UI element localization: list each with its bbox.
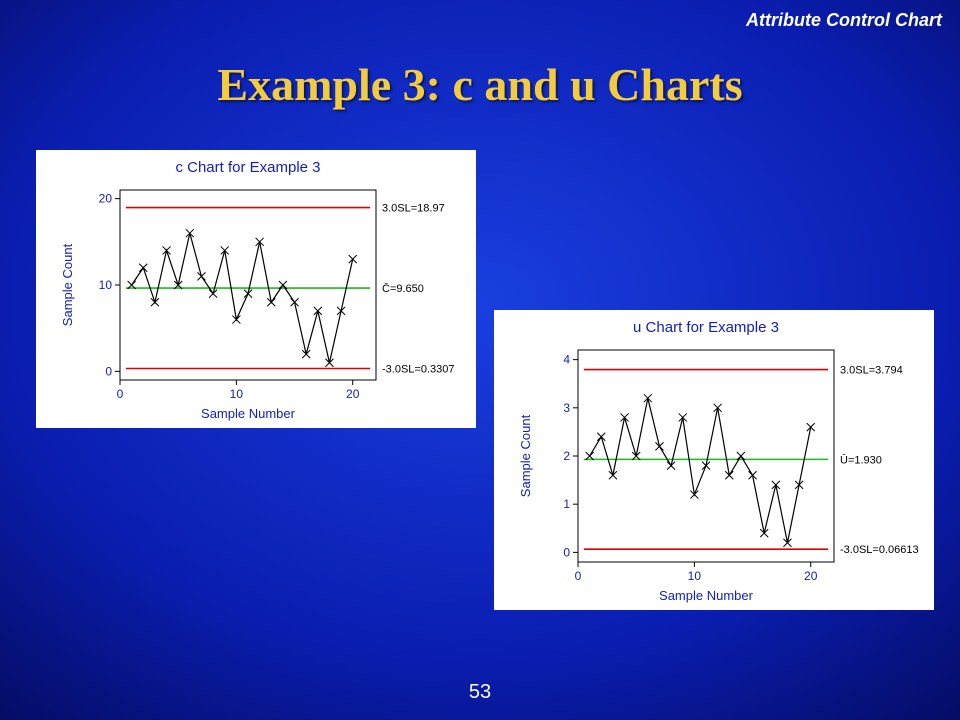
- header-label: Attribute Control Chart: [746, 10, 942, 31]
- center-label: Ū=1.930: [840, 454, 882, 466]
- ytick-label: 0: [105, 364, 112, 378]
- ytick-label: 1: [563, 497, 570, 511]
- panel-u-svg: u Chart for Example 3 0 10 20 0 1 2 3 4 Sample Nu…: [494, 310, 934, 610]
- u-chart-panel: u Chart for Example 3 0 10 20 0 1 2 3 4 Sample Nu…: [494, 310, 934, 610]
- chart-title: c Chart for Example 3: [175, 159, 320, 176]
- chart-title: u Chart for Example 3: [633, 319, 779, 336]
- ytick-label: 0: [563, 545, 570, 559]
- ytick-label: 4: [563, 353, 570, 367]
- xtick-label: 20: [346, 387, 360, 401]
- slide: Attribute Control Chart Example 3: c and…: [0, 0, 960, 720]
- x-axis-label: Sample Number: [659, 588, 754, 603]
- xtick-label: 10: [688, 569, 702, 583]
- ytick-label: 2: [563, 449, 570, 463]
- page-number: 53: [0, 681, 960, 704]
- xtick-label: 0: [117, 387, 124, 401]
- ucl-label: 3.0SL=18.97: [382, 203, 445, 215]
- slide-title: Example 3: c and u Charts: [0, 58, 960, 111]
- ytick-label: 20: [99, 192, 113, 206]
- xtick-label: 0: [575, 569, 582, 583]
- y-axis-label: Sample Count: [518, 414, 533, 497]
- ytick-label: 10: [99, 278, 113, 292]
- c-chart-panel: c Chart for Example 3 0 10 20 0 10 20 Sample Nu…: [36, 150, 476, 428]
- ucl-label: 3.0SL=3.794: [840, 365, 903, 377]
- ytick-label: 3: [563, 401, 570, 415]
- center-label: C̄=9.650: [382, 282, 424, 295]
- lcl-label: -3.0SL=0.06613: [840, 544, 919, 556]
- x-axis-label: Sample Number: [201, 406, 296, 421]
- xtick-label: 20: [804, 569, 818, 583]
- lcl-label: -3.0SL=0.3307: [382, 364, 454, 376]
- xtick-label: 10: [230, 387, 244, 401]
- y-axis-label: Sample Count: [60, 243, 75, 326]
- panel-c-svg: c Chart for Example 3 0 10 20 0 10 20 Sample Nu…: [36, 150, 476, 428]
